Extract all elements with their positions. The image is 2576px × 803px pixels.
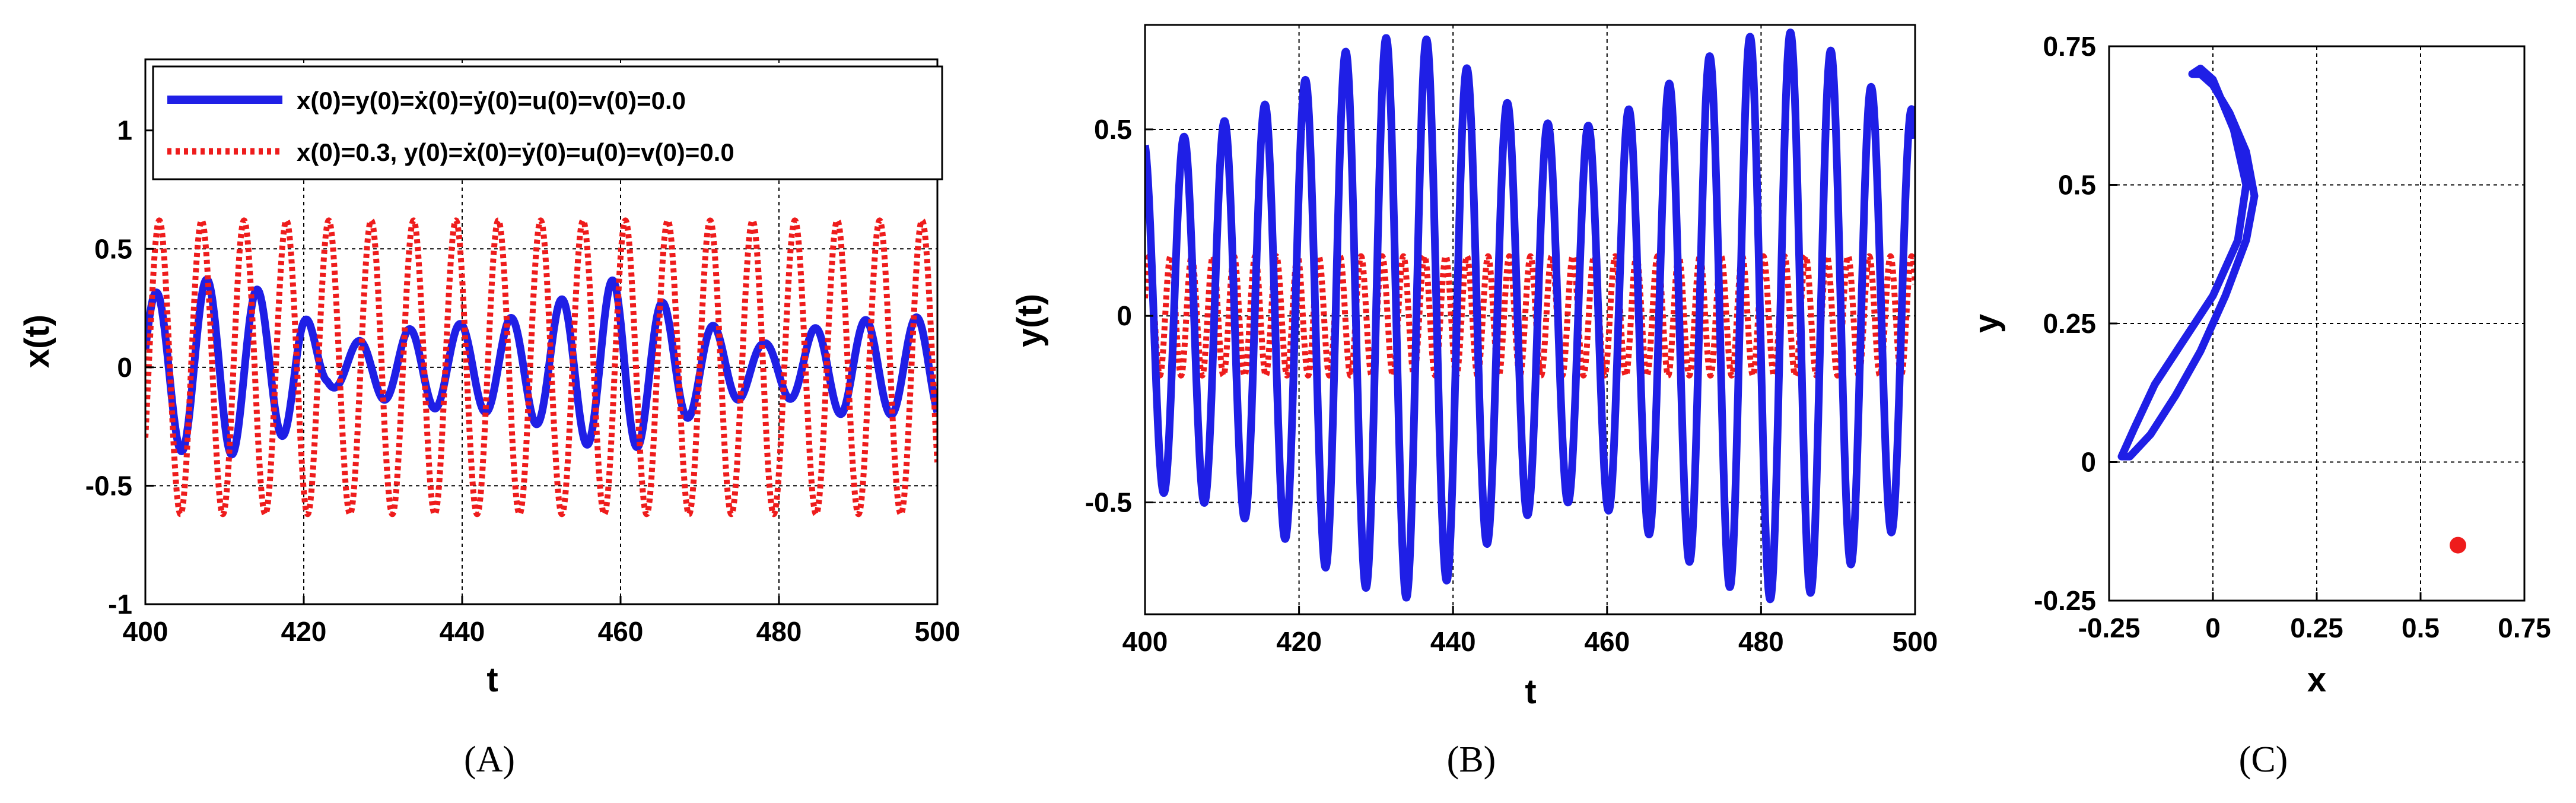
- x-tick-label: 400: [1122, 626, 1168, 657]
- y-tick-label: 0.25: [2043, 308, 2096, 339]
- panel-a-x-axis-label: t: [486, 661, 498, 699]
- panel-c-label: (C): [2239, 739, 2288, 780]
- legend-label-red: x(0)=0.3, y(0)=ẋ(0)=ẏ(0)=u(0)=v(0)=0.0: [297, 138, 734, 166]
- x-tick-label: 420: [1276, 626, 1322, 657]
- y-tick-label: 0.5: [2058, 170, 2096, 201]
- y-tick-label: -0.5: [1085, 487, 1132, 518]
- panel-c-x-axis-label: x: [2307, 661, 2326, 699]
- panel-b-label: (B): [1447, 739, 1496, 780]
- panel-a-y-axis-label: x(t): [18, 315, 56, 368]
- y-tick-label: -0.5: [85, 470, 132, 501]
- x-tick-label: 440: [440, 616, 485, 647]
- x-tick-label: 400: [123, 616, 168, 647]
- x-tick-label: 460: [598, 616, 644, 647]
- blue-solid-series: [2117, 64, 2259, 461]
- panel-b-traces: [1145, 28, 1915, 604]
- panel-a-traces: [145, 217, 937, 518]
- y-tick-label: 0.5: [94, 233, 132, 264]
- panel-a: 400 420 440 460 480 500 -1 -0.5 0 0.5 1 t x(t) (A)…: [18, 58, 961, 780]
- panel-a-ticks: 400 420 440 460 480 500 -1 -0.5 0 0.5 1: [85, 115, 961, 647]
- blue-solid-series: [1145, 28, 1915, 604]
- y-tick-label: -0.25: [2034, 585, 2096, 616]
- x-tick-label: 440: [1430, 626, 1476, 657]
- panel-b-x-axis-label: t: [1525, 672, 1536, 711]
- y-tick-label: 1: [117, 115, 132, 146]
- red-dotted-series: [145, 217, 937, 518]
- panel-c-traces: [2117, 64, 2466, 554]
- x-tick-label: 500: [915, 616, 961, 647]
- red-dotted-series: [1145, 253, 1915, 379]
- panel-a-label: (A): [464, 739, 515, 780]
- x-tick-label: 0.75: [2498, 612, 2551, 643]
- panel-b-y-axis-label: y(t): [1010, 294, 1049, 347]
- series-point-red: [2450, 537, 2466, 554]
- legend-label-blue: x(0)=y(0)=ẋ(0)=ẏ(0)=u(0)=v(0)=0.0: [297, 87, 686, 115]
- panel-b-ticks: 400 420 440 460 480 500 -0.5 0 0.5: [1085, 114, 1938, 657]
- y-tick-label: 0: [2081, 447, 2096, 478]
- x-tick-label: 480: [756, 616, 802, 647]
- x-tick-label: 0: [2205, 612, 2221, 643]
- x-tick-label: 480: [1738, 626, 1784, 657]
- legend-box: [152, 65, 943, 180]
- panel-c-gridlines: [2109, 46, 2524, 601]
- x-tick-label: 500: [1893, 626, 1938, 657]
- x-tick-label: 0.25: [2290, 612, 2343, 643]
- y-tick-label: 0: [117, 352, 132, 383]
- panel-c-y-axis-label: y: [1967, 314, 2006, 333]
- y-tick-label: -1: [108, 589, 132, 620]
- legend: x(0)=y(0)=ẋ(0)=ẏ(0)=u(0)=v(0)=0.0 x(0)=0…: [152, 65, 943, 180]
- x-tick-label: 460: [1584, 626, 1630, 657]
- y-tick-label: 0: [1117, 300, 1132, 331]
- panel-a-frame: [144, 58, 939, 605]
- y-tick-label: 0.75: [2043, 31, 2096, 62]
- panel-b: 400 420 440 460 480 500 -0.5 0 0.5 t y(t) (B): [1010, 24, 1938, 780]
- panel-c: -0.25 0 0.25 0.5 0.75 -0.25 0 0.25 0.5 0.75 x y (…: [1967, 31, 2551, 780]
- blue-solid-series: [145, 275, 937, 459]
- panel-c-ticks: -0.25 0 0.25 0.5 0.75 -0.25 0 0.25 0.5 0.75: [2034, 31, 2551, 643]
- x-tick-label: -0.25: [2078, 612, 2141, 643]
- y-tick-label: 0.5: [1094, 114, 1132, 145]
- panel-b-frame: [1144, 24, 1916, 615]
- x-tick-label: 420: [281, 616, 327, 647]
- x-tick-label: 0.5: [2402, 612, 2440, 643]
